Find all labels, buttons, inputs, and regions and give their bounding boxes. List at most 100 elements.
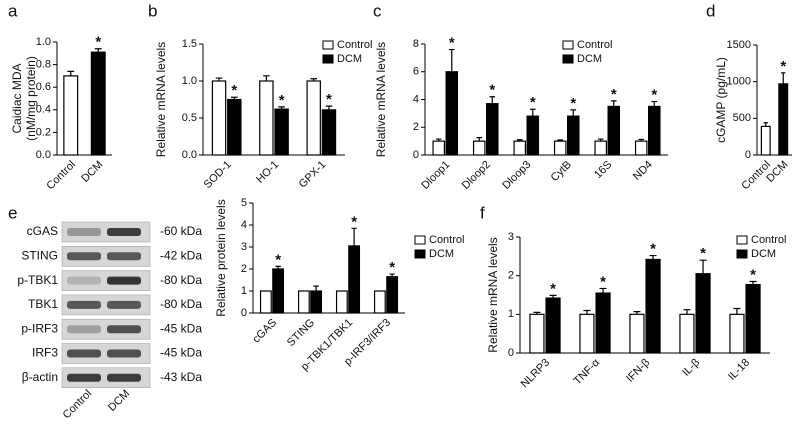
- y-tick-label: 2: [241, 263, 247, 275]
- bar: [227, 98, 242, 156]
- blot-band: [67, 252, 101, 261]
- legend-label: Control: [429, 234, 464, 246]
- bar: [272, 268, 285, 314]
- error-bar: [313, 285, 319, 291]
- size-label: -45 kDa: [160, 321, 202, 335]
- bar: [386, 276, 399, 314]
- y-tick-label: 0: [508, 347, 514, 359]
- bar: [553, 140, 567, 156]
- bar: [259, 80, 274, 156]
- significance-star: *: [700, 245, 706, 262]
- size-label: -45 kDa: [160, 346, 202, 360]
- y-axis-label: cGAMP (pg/mL): [714, 57, 728, 143]
- x-tick-label: Control: [44, 159, 78, 193]
- x-tick-label: STING: [285, 317, 317, 349]
- bar: [513, 140, 526, 156]
- bar: [310, 290, 323, 314]
- bar: [90, 51, 106, 156]
- y-tick-label: 0: [413, 149, 419, 161]
- y-tick-label: 500: [733, 112, 751, 124]
- bar: [695, 273, 711, 354]
- x-tick-label: IFN-β: [624, 357, 652, 385]
- protein-label: β-actin: [22, 370, 58, 384]
- blot-band: [107, 228, 141, 236]
- error-bar: [733, 307, 741, 315]
- x-tick-label: TNF-α: [571, 356, 602, 387]
- legend-swatch: [414, 249, 426, 259]
- x-tick-label: CytB: [549, 159, 574, 184]
- y-axis-label: Relative mRNA levels: [154, 42, 168, 157]
- legend-swatch: [736, 249, 748, 259]
- lane-label: Control: [61, 388, 95, 422]
- legend-swatch: [562, 54, 574, 64]
- bar: [259, 290, 272, 314]
- blot-band: [107, 349, 141, 358]
- significance-star: *: [389, 259, 395, 276]
- x-tick-label: Dloop3: [500, 159, 533, 192]
- bar: [745, 283, 761, 354]
- bar: [634, 140, 648, 156]
- blot-band: [67, 325, 101, 334]
- error-bar: [683, 309, 691, 315]
- bar: [486, 103, 499, 156]
- y-tick-label: 0.2: [36, 126, 51, 138]
- protein-label: cGAS: [27, 224, 58, 238]
- y-axis-label: Relative protein levels: [214, 199, 228, 316]
- legend-swatch: [322, 54, 334, 64]
- error-bar: [94, 48, 102, 53]
- bar: [594, 140, 607, 156]
- panel-label: b: [148, 1, 157, 20]
- legend-label: DCM: [337, 53, 362, 65]
- significance-star: *: [351, 213, 357, 230]
- significance-star: *: [231, 82, 237, 99]
- significance-star: *: [750, 266, 756, 283]
- error-bar: [435, 138, 442, 142]
- error-bar: [763, 122, 768, 127]
- blot-band: [107, 276, 141, 285]
- x-tick-label: HO-1: [254, 159, 281, 186]
- protein-label: TBK1: [28, 297, 58, 311]
- y-axis-label: Relative mRNA levels: [486, 237, 500, 352]
- x-tick-label: cGAS: [250, 317, 279, 346]
- legend-swatch: [736, 235, 748, 245]
- bar: [567, 115, 580, 156]
- bar: [432, 140, 445, 156]
- error-bar: [516, 139, 523, 142]
- y-tick-label: 3: [508, 231, 514, 243]
- error-bar: [448, 48, 455, 72]
- bar: [348, 245, 361, 314]
- bar: [297, 290, 310, 314]
- blot-band: [67, 276, 101, 285]
- blot-strip: [61, 270, 151, 291]
- x-tick-label: DCM: [79, 159, 105, 185]
- error-bar: [230, 96, 238, 100]
- blot-strip: [61, 318, 151, 340]
- significance-star: *: [530, 94, 536, 111]
- blot-band: [107, 325, 141, 334]
- x-tick-label: IL-β: [680, 357, 702, 379]
- size-label: -80 kDa: [160, 297, 202, 311]
- bar: [579, 313, 595, 354]
- bar: [373, 290, 386, 314]
- legend-label: DCM: [751, 248, 776, 260]
- error-bar: [583, 309, 591, 315]
- bar: [63, 75, 79, 156]
- protein-label: STING: [21, 248, 58, 262]
- significance-star: *: [550, 280, 556, 297]
- panel-label: c: [373, 1, 382, 20]
- bar: [645, 258, 661, 354]
- x-tick-label: SOD-1: [202, 159, 234, 191]
- x-tick-label: GPX-1: [297, 159, 329, 191]
- legend-label: DCM: [429, 248, 454, 260]
- bar: [595, 292, 611, 354]
- error-bar: [389, 273, 395, 277]
- significance-star: *: [600, 273, 606, 290]
- error-bar: [649, 254, 657, 260]
- error-bar: [310, 78, 318, 81]
- y-tick-label: 0.8: [36, 59, 51, 71]
- bar: [629, 313, 645, 354]
- error-bar: [67, 70, 75, 76]
- error-bar: [275, 265, 281, 269]
- x-tick-label: Dloop2: [460, 159, 493, 192]
- x-tick-label: 16S: [592, 159, 614, 181]
